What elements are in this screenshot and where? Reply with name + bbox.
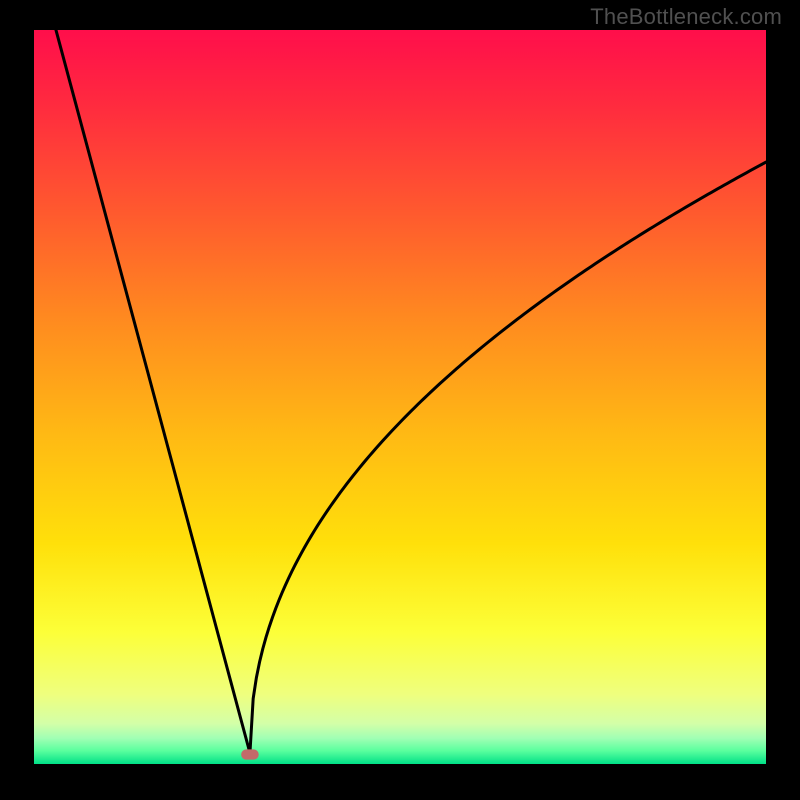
gradient-panel — [34, 30, 766, 764]
watermark-label: TheBottleneck.com — [590, 4, 782, 30]
min-marker — [241, 749, 259, 759]
bottleneck-chart — [0, 0, 800, 800]
